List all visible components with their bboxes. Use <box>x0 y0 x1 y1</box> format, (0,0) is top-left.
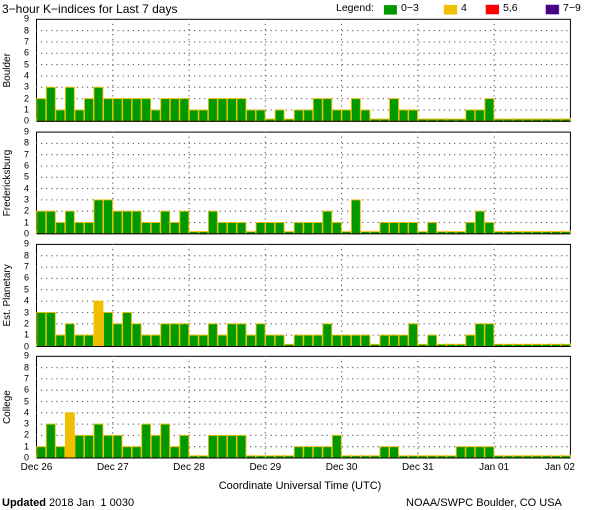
svg-text:Fredericksburg: Fredericksburg <box>2 150 13 217</box>
svg-text:Est. Planetary: Est. Planetary <box>2 264 13 326</box>
svg-text:Boulder: Boulder <box>2 52 13 87</box>
svg-text:College: College <box>2 390 13 424</box>
